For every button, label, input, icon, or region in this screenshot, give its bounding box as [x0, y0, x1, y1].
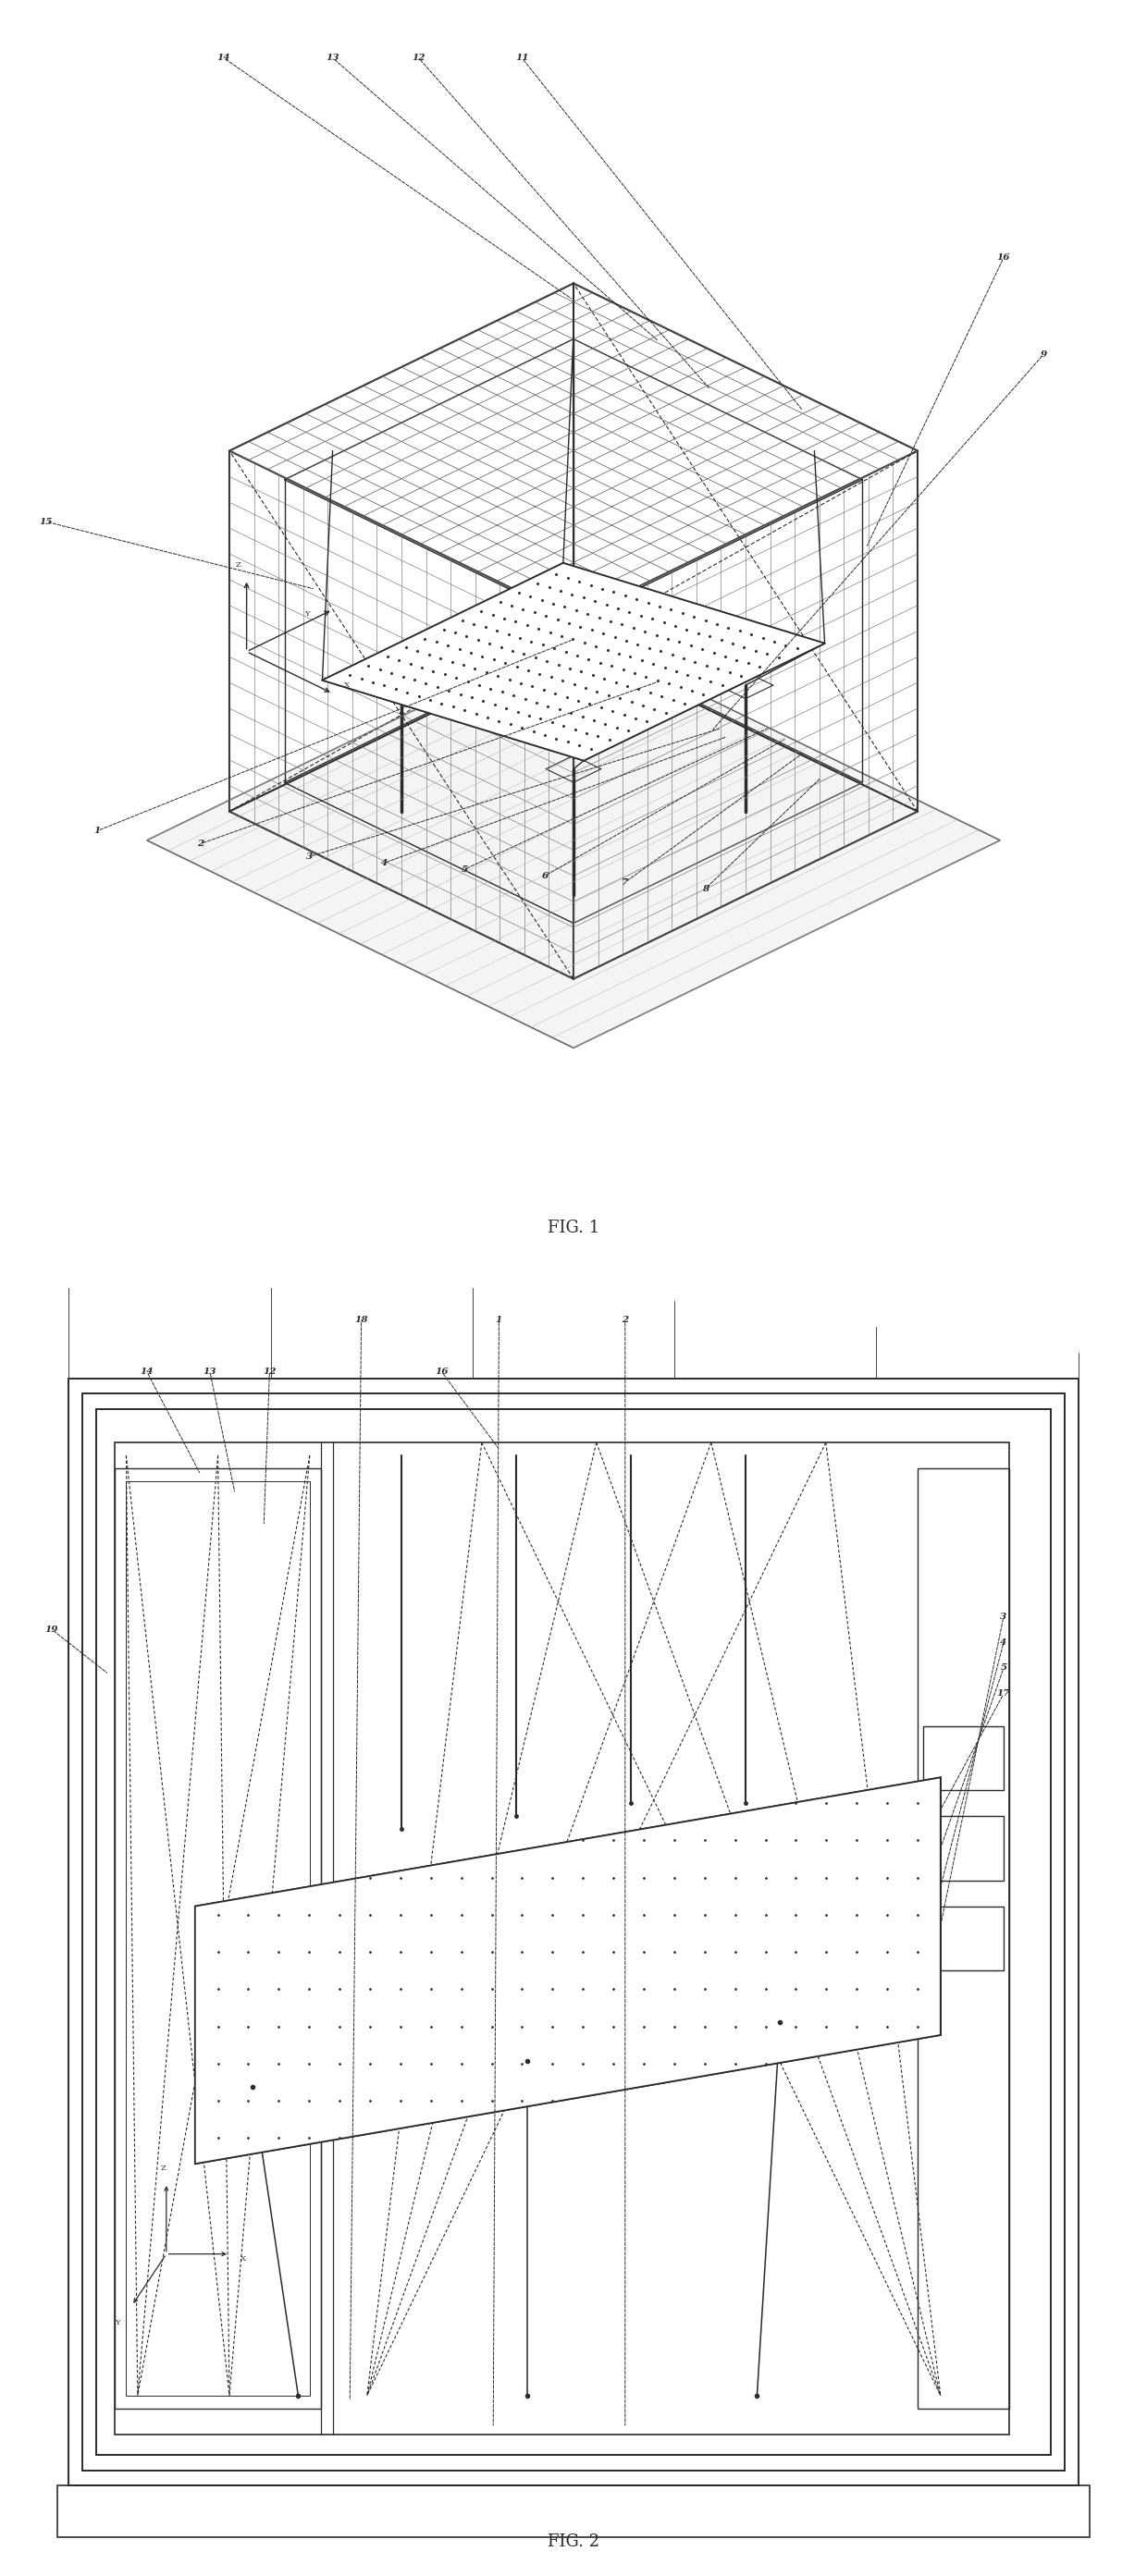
Text: 16: 16	[435, 1368, 448, 1376]
Text: 13: 13	[203, 1368, 217, 1376]
Polygon shape	[923, 1726, 1004, 1790]
Text: 2: 2	[622, 1316, 629, 1324]
Text: 12: 12	[412, 54, 426, 62]
Text: 6: 6	[541, 871, 548, 881]
Text: 17: 17	[997, 1690, 1011, 1698]
Text: 7: 7	[622, 878, 629, 886]
Text: 13: 13	[326, 54, 340, 62]
Text: 4: 4	[381, 858, 388, 868]
Text: 1: 1	[496, 1316, 502, 1324]
Text: 12: 12	[263, 1368, 276, 1376]
Text: 11: 11	[515, 54, 529, 62]
Text: 2: 2	[197, 840, 204, 848]
Text: Y: Y	[304, 611, 310, 618]
Text: 1: 1	[94, 827, 101, 835]
Text: X: X	[241, 2254, 247, 2262]
Polygon shape	[147, 634, 1000, 1048]
Text: FIG. 1: FIG. 1	[547, 1221, 600, 1236]
Polygon shape	[923, 1906, 1004, 1971]
Text: Z: Z	[161, 2164, 166, 2172]
Text: 19: 19	[45, 1625, 58, 1633]
Text: 14: 14	[140, 1368, 154, 1376]
Text: FIG. 2: FIG. 2	[547, 2535, 600, 2550]
Polygon shape	[322, 564, 825, 760]
Text: Y: Y	[115, 2318, 120, 2326]
Text: 5: 5	[1000, 1664, 1007, 1672]
Polygon shape	[923, 1816, 1004, 1880]
Polygon shape	[195, 1777, 941, 2164]
Text: 16: 16	[997, 252, 1011, 263]
Text: 3: 3	[306, 853, 313, 860]
Text: 3: 3	[1000, 1613, 1007, 1620]
Text: X: X	[344, 683, 350, 688]
Text: 4: 4	[1000, 1638, 1007, 1646]
Text: 18: 18	[354, 1316, 368, 1324]
Text: Z: Z	[235, 562, 241, 569]
Text: 8: 8	[702, 884, 709, 894]
Text: 14: 14	[217, 54, 231, 62]
Text: 9: 9	[1040, 350, 1047, 358]
Text: 15: 15	[39, 518, 53, 526]
Text: 5: 5	[461, 866, 468, 873]
